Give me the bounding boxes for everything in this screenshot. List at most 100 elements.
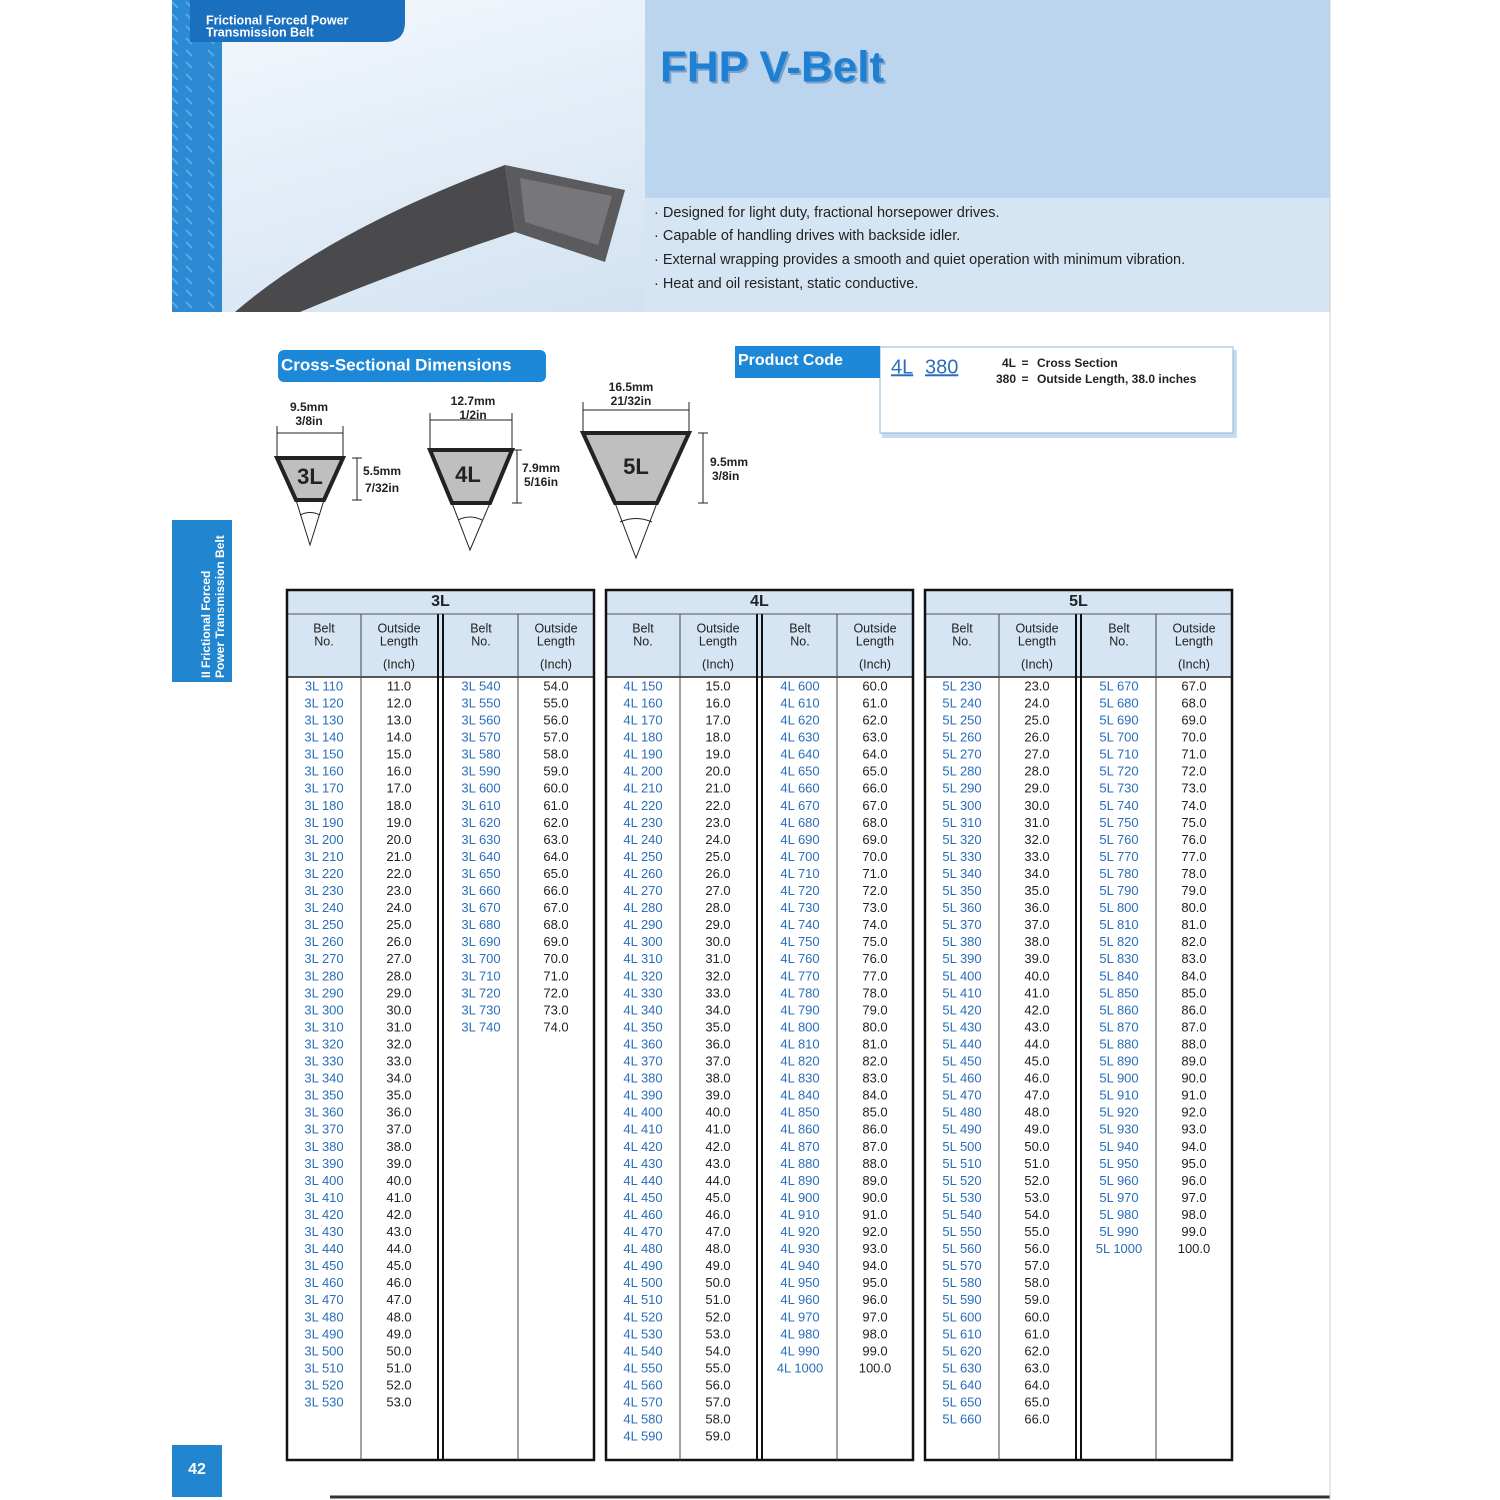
- outside-length: 49.0: [386, 1326, 411, 1341]
- outside-length: 100.0: [859, 1360, 892, 1375]
- column-header: (Inch): [1021, 657, 1053, 671]
- belt-number: 5L 520: [942, 1173, 981, 1188]
- outside-length: 53.0: [1024, 1190, 1049, 1205]
- group-header: 5L: [1069, 593, 1088, 610]
- belt-number: 4L 430: [623, 1156, 662, 1171]
- column-header: No.: [790, 634, 809, 648]
- belt-number: 5L 690: [1099, 713, 1138, 728]
- outside-length: 46.0: [386, 1275, 411, 1290]
- belt-number: 4L 170: [623, 713, 662, 728]
- belt-number: 4L 770: [780, 968, 819, 983]
- outside-length: 88.0: [1181, 1036, 1206, 1051]
- outside-length: 45.0: [1024, 1054, 1049, 1069]
- outside-length: 70.0: [862, 849, 887, 864]
- belt-number: 4L 580: [623, 1412, 662, 1427]
- outside-length: 56.0: [705, 1377, 730, 1392]
- column-header: Outside: [853, 621, 896, 635]
- belt-number: 4L 960: [780, 1292, 819, 1307]
- belt-number: 5L 790: [1099, 883, 1138, 898]
- belt-number: 5L 730: [1099, 781, 1138, 796]
- belt-number: 4L 980: [780, 1326, 819, 1341]
- belt-number: 4L 260: [623, 866, 662, 881]
- outside-length: 39.0: [1024, 951, 1049, 966]
- outside-length: 23.0: [1024, 678, 1049, 693]
- border: [923, 588, 1234, 1462]
- belt-number: 5L 550: [942, 1224, 981, 1239]
- outside-length: 41.0: [386, 1190, 411, 1205]
- belt-number: 4L 880: [780, 1156, 819, 1171]
- belt-number: 5L 830: [1099, 951, 1138, 966]
- belt-number: 4L 410: [623, 1122, 662, 1137]
- belt-number: 5L 390: [942, 951, 981, 966]
- belt-number: 3L 230: [304, 883, 343, 898]
- belt-number: 4L 870: [780, 1139, 819, 1154]
- belt-number: 4L 820: [780, 1054, 819, 1069]
- column-header: Belt: [951, 621, 973, 635]
- belt-number: 3L 440: [304, 1241, 343, 1256]
- column-header: Belt: [313, 621, 335, 635]
- belt-number: 5L 270: [942, 747, 981, 762]
- belt-number: 5L 800: [1099, 900, 1138, 915]
- belt-number: 3L 340: [304, 1071, 343, 1086]
- code-separator: =: [1021, 356, 1028, 370]
- belt-number: 5L 430: [942, 1019, 981, 1034]
- diagram-3l: [273, 426, 362, 547]
- outside-length: 80.0: [862, 1019, 887, 1034]
- outside-length: 56.0: [543, 713, 568, 728]
- belt-number: 5L 660: [942, 1412, 981, 1427]
- belt-number: 4L 740: [780, 917, 819, 932]
- belt-number: 5L 580: [942, 1275, 981, 1290]
- outside-length: 83.0: [1181, 951, 1206, 966]
- belt-number: 4L 520: [623, 1309, 662, 1324]
- belt-number: 4L 200: [623, 764, 662, 779]
- belt-number: 3L 580: [461, 747, 500, 762]
- outside-length: 25.0: [1024, 713, 1049, 728]
- outside-length: 26.0: [1024, 730, 1049, 745]
- outside-length: 13.0: [386, 713, 411, 728]
- outside-length: 64.0: [543, 849, 568, 864]
- belt-number: 5L 460: [942, 1071, 981, 1086]
- belt-number: 5L 380: [942, 934, 981, 949]
- belt-number: 5L 510: [942, 1156, 981, 1171]
- belt-number: 3L 280: [304, 968, 343, 983]
- table-body: [287, 677, 594, 1460]
- outside-length: 84.0: [1181, 968, 1206, 983]
- outside-length: 47.0: [1024, 1088, 1049, 1103]
- outside-length: 68.0: [543, 917, 568, 932]
- page-number-box: [172, 1445, 222, 1497]
- outside-length: 41.0: [1024, 985, 1049, 1000]
- outside-length: 29.0: [386, 985, 411, 1000]
- outside-length: 72.0: [1181, 764, 1206, 779]
- outside-length: 18.0: [386, 798, 411, 813]
- belt-number: 4L 800: [780, 1019, 819, 1034]
- outside-length: 72.0: [862, 883, 887, 898]
- belt-number: 3L 290: [304, 985, 343, 1000]
- belt-number: 3L 500: [304, 1343, 343, 1358]
- border: [604, 588, 915, 1462]
- outside-length: 20.0: [705, 764, 730, 779]
- outside-length: 45.0: [705, 1190, 730, 1205]
- outside-length: 44.0: [705, 1173, 730, 1188]
- outside-length: 24.0: [1024, 695, 1049, 710]
- column-header: No.: [1109, 634, 1128, 648]
- outside-length: 30.0: [1024, 798, 1049, 813]
- outside-length: 23.0: [705, 815, 730, 830]
- outside-length: 41.0: [705, 1122, 730, 1137]
- outside-length: 75.0: [1181, 815, 1206, 830]
- outside-length: 56.0: [1024, 1241, 1049, 1256]
- belt-number: 5L 240: [942, 695, 981, 710]
- outside-length: 35.0: [705, 1019, 730, 1034]
- column-header: (Inch): [702, 657, 734, 671]
- belt-number: 3L 120: [304, 695, 343, 710]
- outside-length: 99.0: [1181, 1224, 1206, 1239]
- outside-length: 19.0: [705, 747, 730, 762]
- outside-length: 79.0: [1181, 883, 1206, 898]
- code-key: 380: [996, 372, 1016, 386]
- outside-length: 98.0: [862, 1326, 887, 1341]
- outside-length: 30.0: [386, 1002, 411, 1017]
- bullet: · External wrapping provides a smooth an…: [654, 252, 1185, 268]
- belt-number: 3L 380: [304, 1139, 343, 1154]
- outside-length: 88.0: [862, 1156, 887, 1171]
- column-header: Belt: [1108, 621, 1130, 635]
- belt-number: 3L 540: [461, 678, 500, 693]
